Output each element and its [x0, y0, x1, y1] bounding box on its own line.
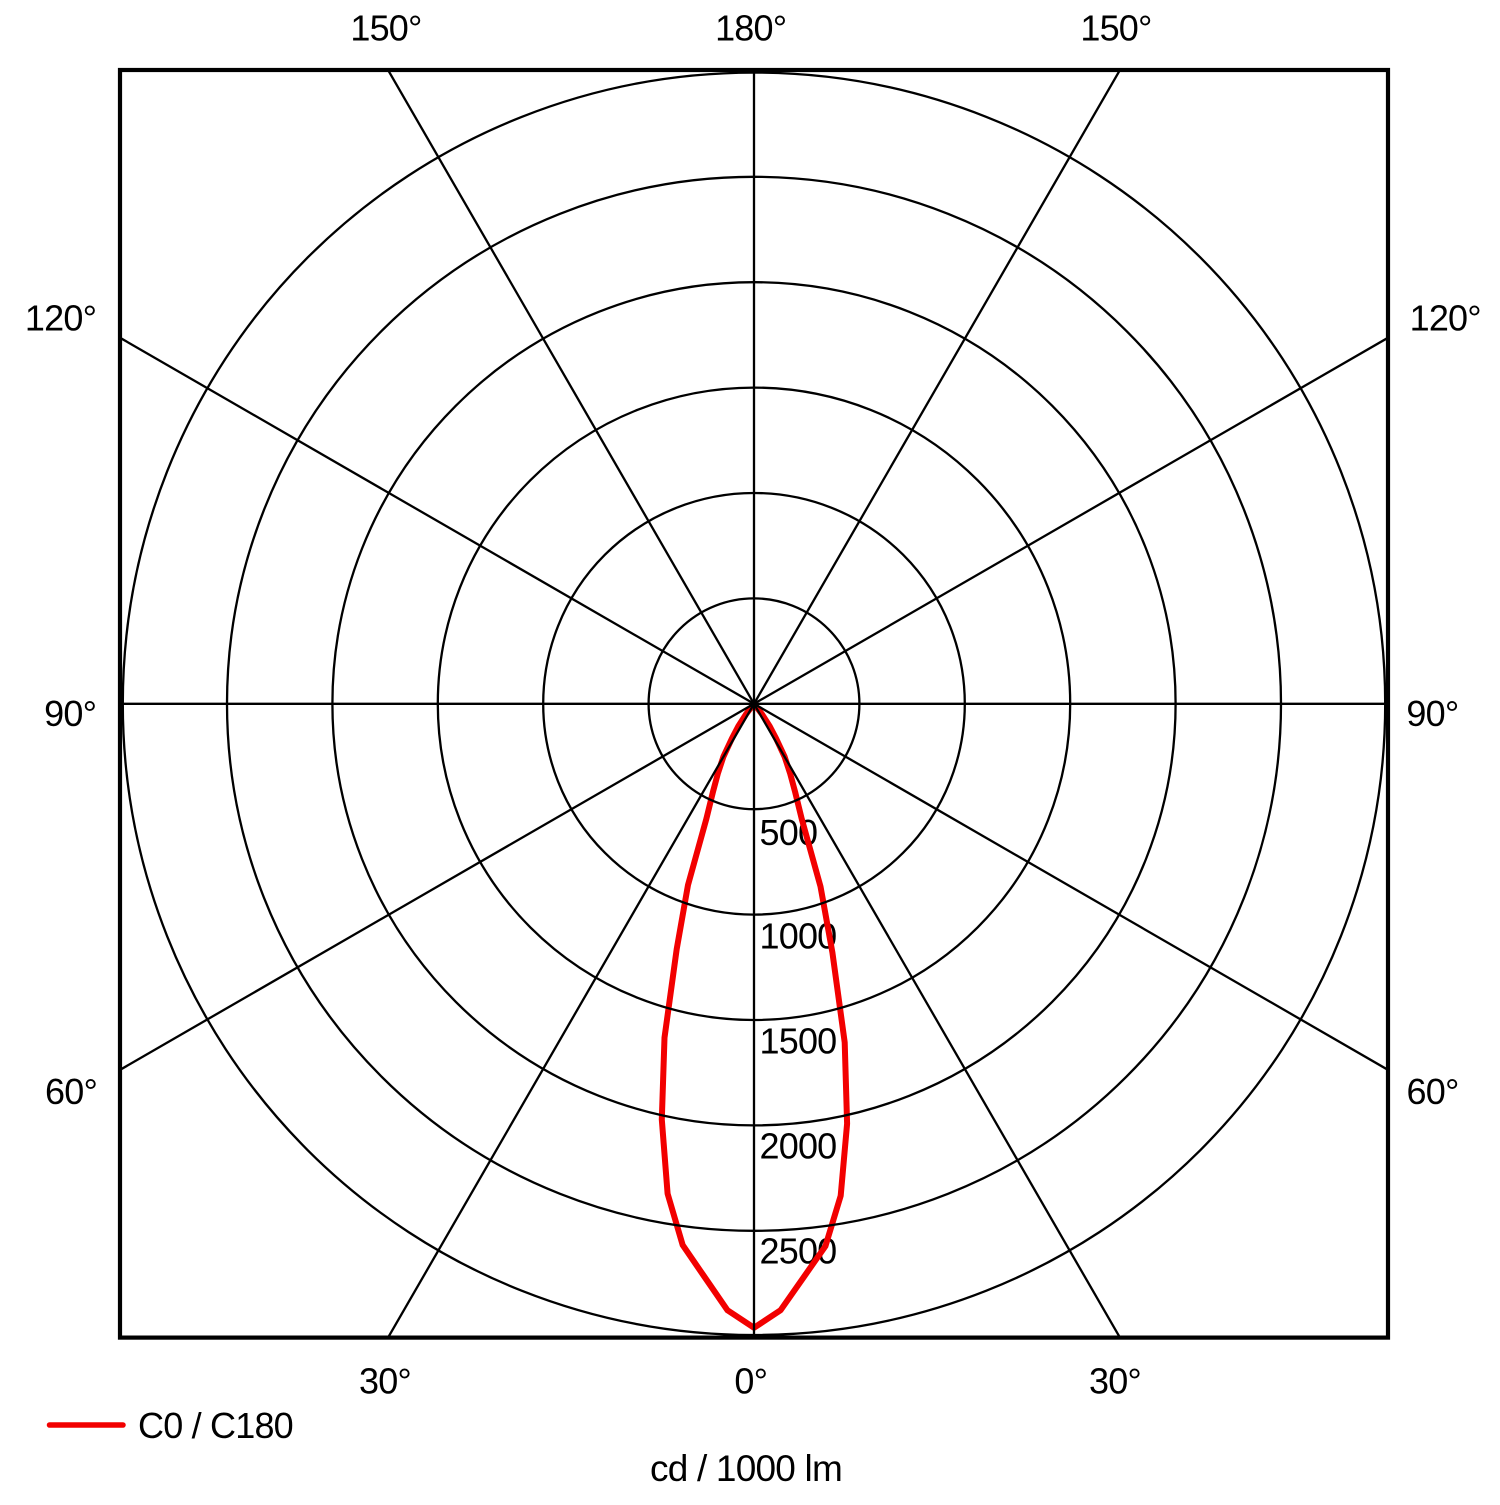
svg-text:150°: 150°	[350, 8, 421, 49]
svg-text:120°: 120°	[1410, 297, 1481, 338]
svg-text:cd / 1000 lm: cd / 1000 lm	[650, 1448, 842, 1489]
svg-text:30°: 30°	[1089, 1360, 1141, 1401]
svg-text:1500: 1500	[760, 1020, 837, 1061]
svg-text:C0 / C180: C0 / C180	[138, 1405, 293, 1446]
svg-text:90°: 90°	[44, 693, 96, 734]
svg-text:120°: 120°	[25, 297, 96, 338]
svg-text:2000: 2000	[760, 1125, 837, 1166]
svg-text:180°: 180°	[715, 8, 786, 49]
svg-text:0°: 0°	[734, 1360, 767, 1401]
svg-text:90°: 90°	[1406, 693, 1458, 734]
svg-text:60°: 60°	[1407, 1071, 1459, 1112]
svg-text:60°: 60°	[45, 1071, 97, 1112]
svg-text:150°: 150°	[1080, 8, 1151, 49]
svg-text:30°: 30°	[359, 1360, 411, 1401]
